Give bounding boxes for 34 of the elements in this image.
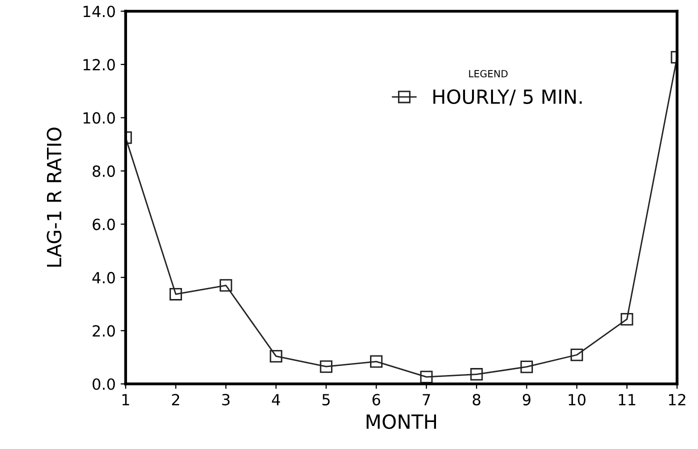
- y-tick-label: 14.0: [84, 6, 115, 18]
- y-axis-title: LAG-1 R RATIO: [46, 128, 62, 267]
- y-tick-label: 6.0: [92, 218, 115, 230]
- y-tick-label: 2.0: [92, 325, 115, 337]
- y-tick-label: 8.0: [92, 165, 115, 177]
- x-tick-label: 12: [669, 394, 686, 406]
- legend-label: HOURLY/ 5 MIN.: [433, 89, 582, 106]
- point: [570, 348, 584, 362]
- x-tick-label: 6: [372, 394, 380, 406]
- x-tick-label: 8: [472, 394, 480, 406]
- point: [370, 355, 383, 368]
- x-tick-label: 5: [322, 394, 330, 406]
- point: [520, 360, 533, 374]
- point: [470, 368, 483, 381]
- point: [220, 279, 232, 292]
- x-axis-title: MONTH: [366, 414, 436, 430]
- x-tick-label: 7: [422, 394, 430, 406]
- point: [420, 370, 433, 384]
- point: [170, 288, 182, 300]
- x-tick-label: 10: [568, 394, 586, 406]
- x-tick-label: 2: [172, 394, 180, 406]
- y-tick-label: 0.0: [92, 378, 115, 390]
- x-tick-label: 11: [618, 394, 636, 406]
- x-tick-label: 4: [272, 394, 280, 406]
- x-tick-label: 9: [522, 394, 530, 406]
- y-tick-label: 12.0: [84, 58, 115, 70]
- point: [270, 350, 282, 362]
- y-tick-label: 4.0: [92, 272, 115, 284]
- x-tick-label: 3: [222, 394, 230, 406]
- point: [320, 360, 332, 373]
- y-tick-label: 10.0: [84, 112, 115, 124]
- x-tick-label: 1: [122, 394, 130, 406]
- legend-title: LEGEND: [469, 70, 508, 78]
- point: [620, 312, 634, 326]
